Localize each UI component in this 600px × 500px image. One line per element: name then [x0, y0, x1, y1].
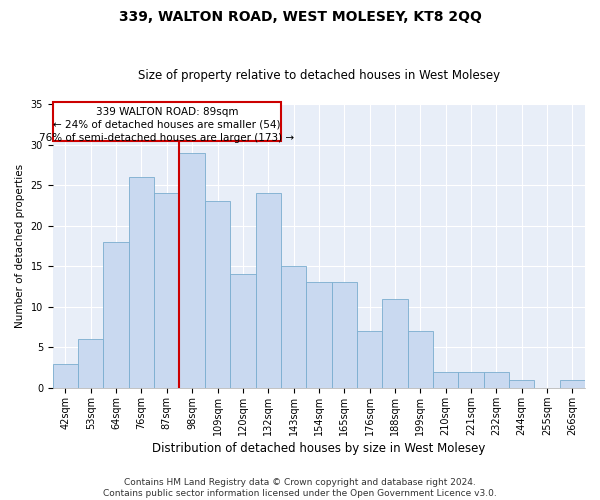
- Bar: [205, 202, 230, 388]
- Bar: [509, 380, 535, 388]
- Text: 339, WALTON ROAD, WEST MOLESEY, KT8 2QQ: 339, WALTON ROAD, WEST MOLESEY, KT8 2QQ: [119, 10, 481, 24]
- Text: Contains HM Land Registry data © Crown copyright and database right 2024.
Contai: Contains HM Land Registry data © Crown c…: [103, 478, 497, 498]
- Bar: [357, 331, 382, 388]
- Bar: [230, 274, 256, 388]
- Bar: [560, 380, 585, 388]
- Bar: [407, 331, 433, 388]
- Text: 339 WALTON ROAD: 89sqm: 339 WALTON ROAD: 89sqm: [95, 107, 238, 117]
- Bar: [382, 298, 407, 388]
- Y-axis label: Number of detached properties: Number of detached properties: [15, 164, 25, 328]
- Bar: [53, 364, 78, 388]
- Bar: [484, 372, 509, 388]
- Text: 76% of semi-detached houses are larger (173) →: 76% of semi-detached houses are larger (…: [39, 132, 295, 142]
- Bar: [256, 193, 281, 388]
- X-axis label: Distribution of detached houses by size in West Molesey: Distribution of detached houses by size …: [152, 442, 485, 455]
- Bar: [78, 339, 103, 388]
- Bar: [306, 282, 332, 388]
- Bar: [154, 193, 179, 388]
- Bar: [458, 372, 484, 388]
- Bar: [129, 177, 154, 388]
- Bar: [433, 372, 458, 388]
- Bar: [332, 282, 357, 388]
- Title: Size of property relative to detached houses in West Molesey: Size of property relative to detached ho…: [138, 69, 500, 82]
- Text: ← 24% of detached houses are smaller (54): ← 24% of detached houses are smaller (54…: [53, 120, 281, 130]
- Bar: [103, 242, 129, 388]
- Bar: [281, 266, 306, 388]
- Bar: [53, 102, 281, 141]
- Bar: [179, 152, 205, 388]
